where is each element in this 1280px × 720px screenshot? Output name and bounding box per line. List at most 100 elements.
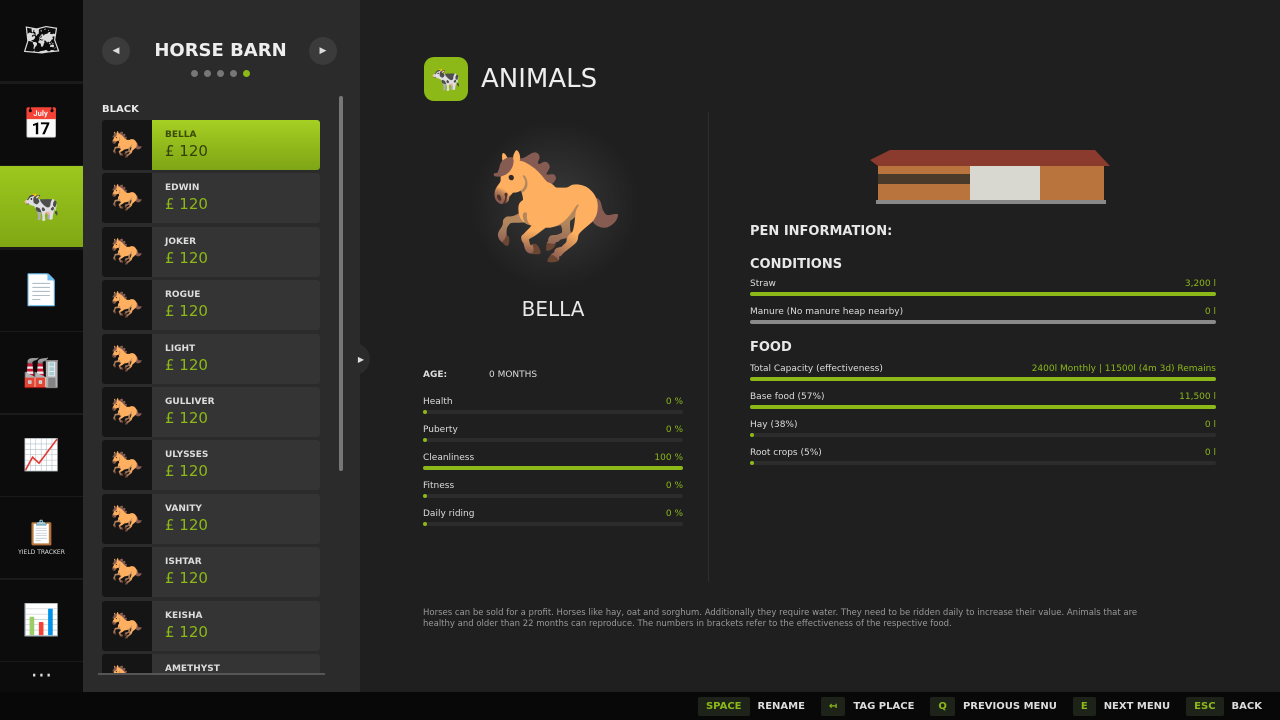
horse-thumbnail: 🐎	[102, 387, 152, 437]
horse-thumbnail: 🐎	[102, 493, 152, 544]
stat-value: 0 %	[665, 509, 683, 519]
control-next-menu-button[interactable]: NEXT MENU	[1103, 700, 1171, 712]
animal-price: £ 120	[165, 409, 208, 427]
group-label: BLACK	[102, 104, 139, 115]
stat-label: Puberty	[423, 425, 458, 435]
animal-price: £ 120	[165, 569, 208, 588]
key-hint[interactable]: E	[1072, 696, 1096, 716]
next-barn-button[interactable]: ▶	[309, 37, 337, 65]
animal-price: £ 120	[165, 515, 208, 534]
page-indicator	[191, 70, 250, 77]
animal-list-item[interactable]: 🐎 KEISHA £ 120	[102, 600, 320, 651]
animal-name: ULYSSES	[165, 450, 209, 461]
animal-price: £ 120	[165, 248, 208, 267]
animal-name: KEISHA	[165, 610, 203, 621]
page-dot[interactable]	[191, 70, 198, 77]
animal-info: JOKER £ 120	[152, 226, 320, 277]
animal-name: GULLIVER	[165, 397, 215, 407]
animal-list-item[interactable]: 🐎 ROGUE £ 120	[102, 280, 320, 331]
sidebar-item-production[interactable]: 🏭	[0, 332, 83, 413]
animal-name: VANITY	[165, 503, 202, 514]
page-dot[interactable]	[243, 70, 250, 77]
pen-row-bar-fill	[750, 433, 754, 437]
sidebar-item-yield-tracker[interactable]: 📋 YIELD TRACKER	[0, 497, 83, 578]
pen-row-bar	[750, 320, 1216, 324]
pen-row-label: Straw	[750, 279, 776, 289]
horse-thumbnail: 🐎	[102, 173, 152, 224]
pen-row-value: 3,200 l	[1184, 279, 1216, 289]
stat-bar-fill	[423, 410, 427, 414]
animal-list-item[interactable]: 🐎 ULYSSES £ 120	[102, 440, 320, 491]
horse-thumbnail: 🐎	[102, 547, 152, 598]
horse-thumbnail: 🐎	[102, 600, 152, 651]
animal-list-item[interactable]: 🐎 AMETHYST	[102, 654, 320, 675]
animal-list-item[interactable]: 🐎 GULLIVER £ 120	[102, 387, 320, 437]
key-hint[interactable]: Q	[930, 696, 955, 716]
page-dot[interactable]	[217, 70, 224, 77]
stat-label: Daily riding	[423, 509, 475, 519]
animal-info: VANITY £ 120	[152, 493, 320, 544]
animal-info: GULLIVER £ 120	[152, 387, 320, 437]
pen-row-label: Root crops (5%)	[750, 448, 822, 458]
stat-bar	[423, 494, 683, 498]
sidebar-item-more[interactable]: ⋯	[0, 662, 83, 692]
stat-bar	[423, 522, 683, 526]
animal-name: BELLA	[165, 130, 197, 140]
stat-label: Health	[423, 397, 453, 407]
animal-list-item[interactable]: 🐎 LIGHT £ 120	[102, 333, 320, 384]
stat-bar	[423, 438, 683, 442]
control-rename-button[interactable]: RENAME	[757, 700, 805, 712]
animal-name: ROGUE	[165, 290, 201, 301]
sidebar-item-map[interactable]: 🗺	[0, 0, 83, 81]
animal-list-item[interactable]: 🐎 BELLA £ 120	[102, 120, 320, 170]
collapse-panel-button[interactable]: ▶	[352, 343, 370, 375]
pen-row-bar	[750, 405, 1216, 409]
key-hint[interactable]: SPACE	[697, 696, 750, 716]
pen-row-bar	[750, 433, 1216, 437]
animal-price: £ 120	[165, 195, 208, 214]
sidebar-item-statistics[interactable]: 📊	[0, 580, 83, 661]
animal-name: BELLA	[521, 297, 585, 321]
sidebar: 🗺 📅 🐄 📄 🏭 📈 📋 YIELD TRACKER 📊 ⋯	[0, 0, 83, 692]
animal-info: ULYSSES £ 120	[152, 440, 320, 491]
sidebar-item-contracts[interactable]: 📄	[0, 250, 83, 331]
stat-bar-fill	[423, 494, 427, 498]
horse-thumbnail: 🐎	[102, 440, 152, 491]
barn-title: HORSE BARN	[154, 40, 287, 61]
key-hint[interactable]: ↤	[820, 696, 846, 716]
animal-list-item[interactable]: 🐎 JOKER £ 120	[102, 226, 320, 277]
animal-name: EDWIN	[165, 183, 200, 194]
horse-thumbnail: 🐎	[102, 654, 152, 675]
sidebar-item-finances[interactable]: 📈	[0, 415, 83, 496]
horse-thumbnail: 🐎	[102, 120, 152, 170]
pen-row-value: 11,500 l	[1179, 392, 1216, 402]
pen-row-value: 0 l	[1204, 448, 1216, 458]
page-dot[interactable]	[204, 70, 211, 77]
horse-thumbnail: 🐎	[102, 333, 152, 384]
controls-bar: SPACE RENAME ↤ TAG PLACE Q PREVIOUS MENU E NEXT…	[0, 692, 1280, 720]
pen-row-bar-fill	[750, 292, 1216, 296]
page-dot[interactable]	[230, 70, 237, 77]
animal-info: KEISHA £ 120	[152, 600, 320, 651]
animal-price: £ 120	[165, 462, 208, 481]
key-hint[interactable]: ESC	[1186, 696, 1224, 716]
scrollbar[interactable]	[339, 96, 343, 471]
horse-thumbnail: 🐎	[102, 280, 152, 331]
animal-list-item[interactable]: 🐎 VANITY £ 120	[102, 493, 320, 544]
pen-row-label: Manure (No manure heap nearby)	[750, 307, 904, 317]
stat-value: 0 %	[665, 481, 683, 491]
sidebar-item-calendar[interactable]: 📅	[0, 84, 83, 165]
control-tag-place-button[interactable]: TAG PLACE	[853, 700, 915, 712]
animal-list-item[interactable]: 🐎 EDWIN £ 120	[102, 173, 320, 224]
description: Horses can be sold for a profit. Horses …	[423, 608, 1138, 629]
conditions-title: CONDITIONS	[750, 257, 843, 272]
control-back-button[interactable]: BACK	[1231, 700, 1262, 712]
prev-barn-button[interactable]: ◀	[102, 37, 130, 65]
pen-row-bar	[750, 377, 1216, 381]
animal-list-item[interactable]: 🐎 ISHTAR £ 120	[102, 547, 320, 598]
animal-info: ISHTAR £ 120	[152, 547, 320, 598]
control-previous-menu-button[interactable]: PREVIOUS MENU	[962, 700, 1057, 712]
animal-list-panel: ◀ HORSE BARN ▶ BLACK 🐎 BELLA £ 120 🐎 EDWIN £ …	[83, 0, 360, 692]
animal-name: JOKER	[165, 236, 197, 247]
sidebar-item-cow[interactable]: 🐄	[0, 166, 83, 247]
